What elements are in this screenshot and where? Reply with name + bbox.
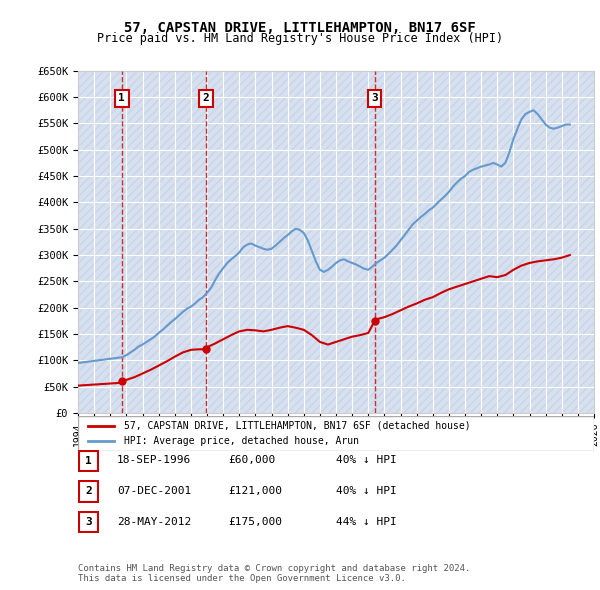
Text: 28-MAY-2012: 28-MAY-2012 [117,517,191,526]
FancyBboxPatch shape [79,451,98,471]
Text: 2: 2 [202,93,209,103]
FancyBboxPatch shape [79,512,98,532]
Text: 1: 1 [118,93,125,103]
Text: Price paid vs. HM Land Registry's House Price Index (HPI): Price paid vs. HM Land Registry's House … [97,32,503,45]
Text: 57, CAPSTAN DRIVE, LITTLEHAMPTON, BN17 6SF (detached house): 57, CAPSTAN DRIVE, LITTLEHAMPTON, BN17 6… [124,421,471,431]
Text: 3: 3 [85,517,92,527]
Text: HPI: Average price, detached house, Arun: HPI: Average price, detached house, Arun [124,437,359,447]
Text: £121,000: £121,000 [228,486,282,496]
Text: £60,000: £60,000 [228,455,275,465]
Text: £175,000: £175,000 [228,517,282,526]
Text: 44% ↓ HPI: 44% ↓ HPI [336,517,397,526]
Text: 40% ↓ HPI: 40% ↓ HPI [336,486,397,496]
Text: 57, CAPSTAN DRIVE, LITTLEHAMPTON, BN17 6SF: 57, CAPSTAN DRIVE, LITTLEHAMPTON, BN17 6… [124,21,476,35]
Text: 2: 2 [85,487,92,496]
Text: Contains HM Land Registry data © Crown copyright and database right 2024.
This d: Contains HM Land Registry data © Crown c… [78,563,470,583]
Text: 1: 1 [85,456,92,466]
FancyBboxPatch shape [78,416,594,451]
Text: 40% ↓ HPI: 40% ↓ HPI [336,455,397,465]
Text: 07-DEC-2001: 07-DEC-2001 [117,486,191,496]
Text: 3: 3 [371,93,378,103]
Text: 18-SEP-1996: 18-SEP-1996 [117,455,191,465]
FancyBboxPatch shape [79,481,98,501]
